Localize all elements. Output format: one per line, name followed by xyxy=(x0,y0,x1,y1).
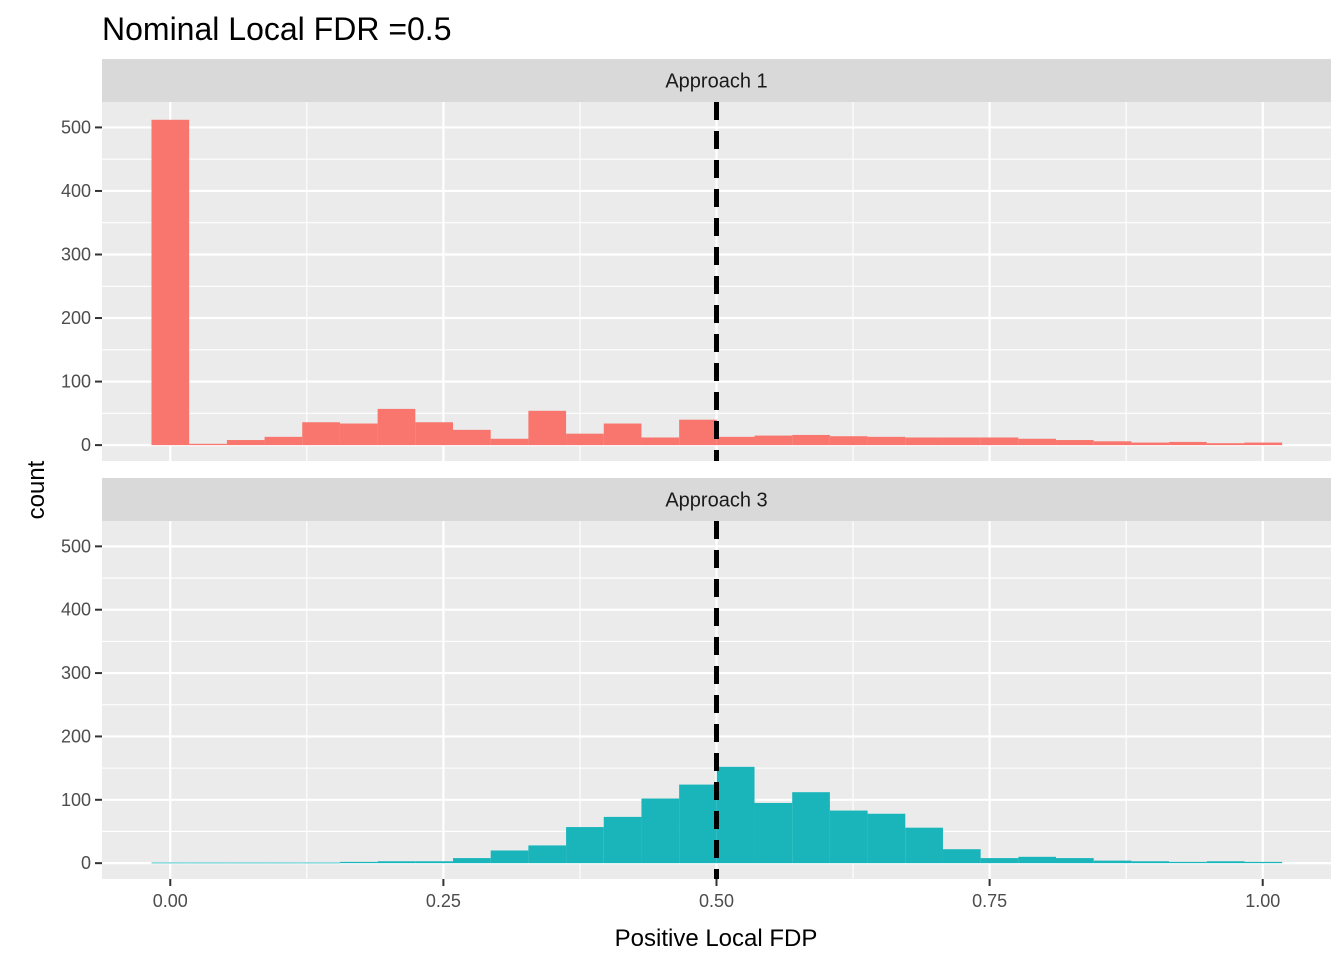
histogram-bar xyxy=(264,862,303,864)
y-tick-label: 100 xyxy=(61,372,91,392)
y-tick-label: 400 xyxy=(61,600,91,620)
histogram-bar xyxy=(566,827,604,864)
facet-panels: Approach 1 0 100 200 300 400 500 Approach 3 0 100… xyxy=(61,59,1331,879)
histogram-bar xyxy=(453,429,491,446)
histogram-bar xyxy=(905,437,943,446)
histogram-bar xyxy=(1206,443,1245,446)
y-axis-title: count xyxy=(23,460,50,519)
x-tick-label: 0.75 xyxy=(972,891,1007,911)
histogram-bar xyxy=(302,862,340,864)
histogram-bar xyxy=(302,422,340,446)
histogram-bar xyxy=(1056,440,1094,446)
histogram-bar xyxy=(377,861,416,864)
histogram-bar xyxy=(226,440,265,446)
histogram-bar xyxy=(1244,861,1283,864)
histogram-bar xyxy=(754,802,793,864)
y-tick-label: 500 xyxy=(61,117,91,137)
histogram-bar xyxy=(226,862,265,864)
histogram-bar xyxy=(453,858,491,864)
y-tick-label: 400 xyxy=(61,181,91,201)
histogram-bar xyxy=(641,798,680,864)
y-tick-label: 0 xyxy=(81,435,91,455)
x-tick-label: 0.50 xyxy=(699,891,734,911)
histogram-bar xyxy=(1018,856,1057,864)
histogram-bar xyxy=(980,437,1019,446)
histogram-bar xyxy=(1131,861,1170,864)
x-axis-title: Positive Local FDP xyxy=(615,925,818,952)
histogram-bar xyxy=(942,437,981,446)
histogram-bar xyxy=(566,433,604,446)
histogram-bar xyxy=(1093,860,1132,864)
histogram-bar xyxy=(792,792,830,864)
histogram-bar xyxy=(339,861,378,864)
histogram-bar xyxy=(151,862,190,864)
histogram-bar xyxy=(603,423,642,446)
y-tick-label: 200 xyxy=(61,308,91,328)
chart-title: Nominal Local FDR =0.5 xyxy=(102,11,451,47)
facet-panel: Approach 3 0 100 200 300 400 500 xyxy=(61,478,1331,879)
histogram-bar xyxy=(716,766,755,864)
histogram-bar xyxy=(528,410,567,446)
x-tick-label: 0.25 xyxy=(426,891,461,911)
histogram-bar xyxy=(189,862,227,864)
facet-strip xyxy=(102,59,1331,102)
facet-strip xyxy=(102,478,1331,521)
y-tick-label: 0 xyxy=(81,853,91,873)
histogram-bar xyxy=(829,810,868,864)
histogram-bar xyxy=(641,437,680,446)
histogram-bars xyxy=(151,119,1283,446)
histogram-bar xyxy=(1018,438,1057,446)
histogram-bar xyxy=(1056,858,1094,864)
y-tick-label: 300 xyxy=(61,244,91,264)
histogram-bar xyxy=(754,435,793,446)
histogram-bar xyxy=(1206,861,1245,864)
histogram-bar xyxy=(716,436,755,446)
histogram-bar xyxy=(603,816,642,864)
histogram-bar xyxy=(942,849,981,864)
histogram-bar xyxy=(867,813,906,864)
x-axis: 0.00 0.25 0.50 0.75 1.00 xyxy=(153,879,1280,911)
histogram-bar xyxy=(980,858,1019,864)
facet-strip-label: Approach 1 xyxy=(665,71,767,93)
histogram-bar xyxy=(1131,442,1170,446)
histogram-bar xyxy=(490,850,529,864)
y-tick-label: 500 xyxy=(61,536,91,556)
histogram-bar xyxy=(528,845,567,864)
y-tick-label: 100 xyxy=(61,790,91,810)
histogram-bars xyxy=(151,766,1283,864)
histogram-bar xyxy=(377,408,416,446)
histogram-bar xyxy=(264,436,303,446)
y-tick-label: 200 xyxy=(61,726,91,746)
histogram-bar xyxy=(1244,442,1283,446)
histogram-bar xyxy=(679,784,717,864)
facet-panel: Approach 1 0 100 200 300 400 500 xyxy=(61,59,1331,461)
y-tick-label: 300 xyxy=(61,663,91,683)
histogram-bar xyxy=(905,827,943,864)
x-tick-label: 1.00 xyxy=(1245,891,1280,911)
facet-strip-label: Approach 3 xyxy=(665,490,767,512)
histogram-bar xyxy=(415,422,454,446)
histogram-bar xyxy=(1093,441,1132,446)
histogram-bar xyxy=(189,443,227,446)
histogram-bar xyxy=(1169,441,1207,446)
histogram-bar xyxy=(867,436,906,446)
histogram-bar xyxy=(339,423,378,446)
histogram-bar xyxy=(415,861,454,864)
histogram-bar xyxy=(829,436,868,446)
histogram-bar xyxy=(151,119,190,446)
x-tick-label: 0.00 xyxy=(153,891,188,911)
histogram-bar xyxy=(490,438,529,446)
histogram-bar xyxy=(679,419,717,446)
histogram-bar xyxy=(792,434,830,446)
histogram-bar xyxy=(1169,861,1207,864)
